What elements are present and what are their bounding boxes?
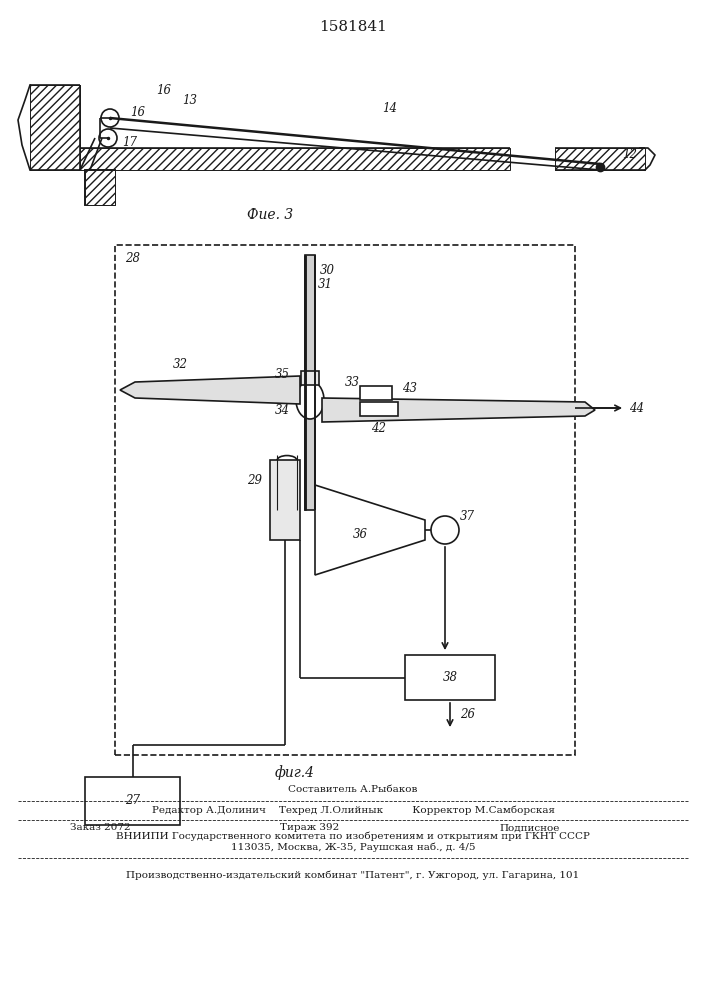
Text: ВНИИПИ Государственного комитета по изобретениям и открытиям при ГКНТ СССР: ВНИИПИ Государственного комитета по изоб…	[116, 831, 590, 841]
Bar	[555, 148, 645, 170]
Bar	[85, 170, 115, 205]
Text: Тираж 392: Тираж 392	[281, 824, 339, 832]
Text: 44: 44	[629, 401, 645, 414]
Text: Редактор А.Долинич    Техред Л.Олийнык         Корректор М.Самборская: Редактор А.Долинич Техред Л.Олийнык Корр…	[151, 805, 554, 815]
Text: 13: 13	[182, 94, 197, 106]
Text: 37: 37	[460, 510, 474, 522]
Text: 34: 34	[274, 403, 289, 416]
Text: 38: 38	[443, 671, 457, 684]
Bar	[115, 245, 575, 755]
Bar	[405, 655, 495, 700]
Text: 14: 14	[382, 102, 397, 114]
Text: 35: 35	[274, 368, 289, 381]
Bar	[80, 148, 510, 170]
Text: 17: 17	[122, 135, 137, 148]
Text: 43: 43	[402, 381, 418, 394]
Text: 33: 33	[344, 375, 359, 388]
Polygon shape	[315, 485, 425, 575]
Text: Заказ 2072: Заказ 2072	[70, 824, 130, 832]
Text: 32: 32	[173, 359, 187, 371]
Text: 26: 26	[460, 708, 476, 722]
Ellipse shape	[296, 381, 324, 419]
Bar	[360, 402, 398, 416]
Text: 16: 16	[156, 84, 172, 97]
Polygon shape	[120, 376, 300, 404]
Polygon shape	[305, 255, 315, 510]
Bar	[85, 170, 115, 205]
Text: 12: 12	[622, 148, 638, 161]
Text: Производственно-издательский комбинат "Патент", г. Ужгород, ул. Гагарина, 101: Производственно-издательский комбинат "П…	[127, 870, 580, 880]
Bar	[85, 777, 180, 825]
Text: Фие. 3: Фие. 3	[247, 208, 293, 222]
Text: 28: 28	[126, 252, 141, 265]
Bar	[85, 170, 115, 205]
Text: 42: 42	[371, 422, 387, 434]
Text: 36: 36	[353, 528, 368, 542]
Bar	[301, 371, 319, 385]
Text: 1581841: 1581841	[319, 20, 387, 34]
Text: Составитель А.Рыбаков: Составитель А.Рыбаков	[288, 786, 418, 794]
Text: 113035, Москва, Ж-35, Раушская наб., д. 4/5: 113035, Москва, Ж-35, Раушская наб., д. …	[230, 842, 475, 852]
Text: 16: 16	[131, 106, 146, 119]
Bar	[360, 386, 392, 400]
Bar	[270, 460, 300, 540]
Bar	[30, 85, 80, 170]
Polygon shape	[322, 398, 595, 422]
Text: фиг.4: фиг.4	[275, 766, 315, 780]
Text: 29: 29	[247, 474, 262, 487]
Text: 31: 31	[317, 278, 332, 292]
Text: 30: 30	[320, 263, 334, 276]
Text: Подписное: Подписное	[500, 824, 560, 832]
Text: 27: 27	[125, 794, 140, 808]
